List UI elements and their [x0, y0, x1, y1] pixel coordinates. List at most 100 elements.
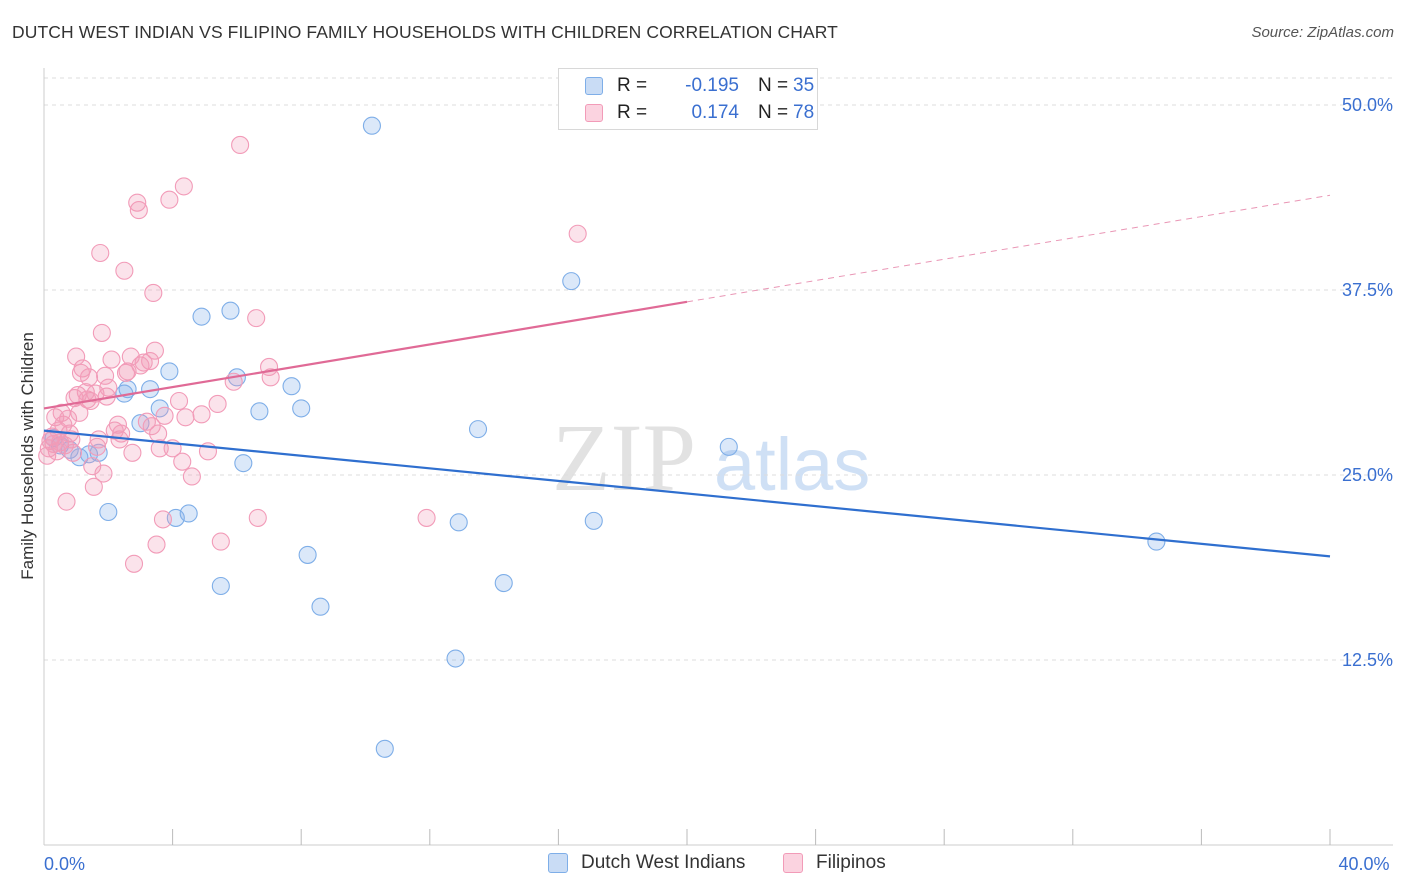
trend-lines [43, 194, 1331, 558]
point-filipinos[interactable] [160, 190, 179, 209]
point-dutch-west-indians[interactable] [250, 402, 269, 421]
point-filipinos[interactable] [176, 408, 195, 427]
point-filipinos[interactable] [59, 409, 78, 428]
point-dutch-west-indians[interactable] [282, 377, 301, 396]
point-filipinos[interactable] [63, 443, 82, 462]
point-dutch-west-indians[interactable] [234, 454, 253, 473]
point-filipinos[interactable] [134, 353, 153, 372]
legend-swatch-dutch-west-indians [585, 77, 603, 95]
point-dutch-west-indians[interactable] [131, 414, 150, 433]
watermark: ZIP atlas [552, 404, 870, 511]
point-filipinos[interactable] [87, 437, 107, 456]
point-dutch-west-indians[interactable] [298, 545, 317, 564]
point-dutch-west-indians[interactable] [562, 272, 581, 291]
point-dutch-west-indians[interactable] [362, 116, 381, 135]
point-dutch-west-indians[interactable] [584, 511, 603, 530]
point-filipinos[interactable] [94, 464, 113, 483]
point-filipinos[interactable] [38, 446, 57, 465]
point-filipinos[interactable] [248, 508, 267, 527]
point-filipinos[interactable] [174, 177, 193, 196]
point-dutch-west-indians[interactable] [494, 573, 513, 593]
legend-r-label: R = [617, 75, 648, 96]
point-filipinos[interactable] [79, 368, 99, 387]
legend-r-value: -0.195 [685, 75, 739, 96]
points-layer [38, 116, 1166, 758]
y-tick-label: 37.5% [1342, 280, 1393, 300]
point-filipinos[interactable] [73, 359, 92, 378]
point-filipinos[interactable] [145, 341, 164, 360]
watermark-atlas: atlas [714, 423, 870, 506]
point-filipinos[interactable] [182, 467, 201, 486]
legend-swatch-filipinos [783, 853, 803, 873]
point-filipinos[interactable] [83, 457, 102, 476]
point-filipinos[interactable] [261, 368, 280, 387]
legend-r-label: R = [617, 102, 648, 123]
point-filipinos[interactable] [173, 452, 192, 471]
point-dutch-west-indians[interactable] [179, 504, 198, 523]
point-filipinos[interactable] [128, 193, 147, 212]
point-filipinos[interactable] [142, 417, 161, 436]
point-filipinos[interactable] [62, 430, 81, 449]
point-filipinos[interactable] [231, 135, 250, 155]
y-tick-label: 50.0% [1342, 95, 1393, 115]
point-dutch-west-indians[interactable] [1147, 532, 1166, 551]
point-filipinos[interactable] [89, 430, 108, 449]
watermark-zip: ZIP [552, 404, 696, 511]
point-filipinos[interactable] [96, 366, 115, 385]
axes [43, 68, 1393, 846]
point-dutch-west-indians[interactable] [99, 502, 118, 522]
point-dutch-west-indians[interactable] [375, 739, 394, 758]
point-filipinos[interactable] [247, 309, 266, 328]
trend-line-filipinos [43, 300, 688, 410]
point-dutch-west-indians[interactable] [719, 437, 738, 456]
point-filipinos[interactable] [57, 492, 76, 511]
point-filipinos[interactable] [102, 350, 121, 369]
legend-n-label: N = [758, 75, 789, 96]
x-tick-label: 40.0% [1338, 854, 1389, 874]
trend-line-filipinos-projection [686, 194, 1331, 303]
point-filipinos[interactable] [115, 261, 134, 280]
point-dutch-west-indians[interactable] [449, 513, 468, 532]
point-filipinos[interactable] [169, 391, 189, 411]
point-dutch-west-indians[interactable] [446, 649, 465, 668]
x-tick-label: 0.0% [44, 854, 85, 874]
point-filipinos[interactable] [568, 224, 587, 243]
point-filipinos[interactable] [192, 405, 211, 424]
point-dutch-west-indians[interactable] [192, 307, 211, 326]
point-dutch-west-indians[interactable] [468, 420, 488, 439]
y-tick-label: 12.5% [1342, 650, 1393, 670]
point-dutch-west-indians[interactable] [292, 399, 311, 418]
correlation-legend: R = -0.195 N = 35 R = 0.174 N = 78 [558, 68, 818, 130]
point-filipinos[interactable] [417, 508, 436, 527]
point-filipinos[interactable] [155, 406, 174, 425]
point-filipinos[interactable] [67, 347, 86, 366]
legend-r-value: 0.174 [691, 102, 739, 123]
point-dutch-west-indians[interactable] [221, 301, 240, 320]
point-filipinos[interactable] [92, 323, 111, 342]
point-filipinos[interactable] [84, 477, 103, 496]
point-filipinos[interactable] [211, 532, 230, 551]
point-filipinos[interactable] [91, 243, 110, 263]
point-filipinos[interactable] [153, 510, 173, 529]
point-dutch-west-indians[interactable] [311, 597, 330, 616]
point-filipinos[interactable] [208, 394, 227, 414]
legend-swatch-dutch-west-indians [548, 853, 568, 873]
point-filipinos[interactable] [144, 283, 163, 303]
point-filipinos[interactable] [124, 554, 144, 573]
point-filipinos[interactable] [70, 403, 89, 422]
point-filipinos[interactable] [150, 439, 169, 458]
grid [44, 77, 1393, 661]
point-dutch-west-indians[interactable] [160, 362, 179, 381]
point-filipinos[interactable] [141, 351, 160, 371]
point-filipinos[interactable] [147, 535, 166, 554]
point-filipinos[interactable] [99, 378, 118, 397]
point-filipinos[interactable] [123, 443, 142, 462]
source-label: Source: ZipAtlas.com [1251, 24, 1394, 41]
legend-swatch-filipinos [585, 104, 603, 122]
point-filipinos[interactable] [129, 201, 148, 220]
point-dutch-west-indians[interactable] [211, 576, 230, 596]
point-filipinos[interactable] [131, 356, 150, 375]
tick-labels: 12.5% 25.0% 37.5% 50.0% 0.0% 40.0% [44, 95, 1393, 874]
trend-line-dutch-west-indians [43, 429, 1331, 558]
